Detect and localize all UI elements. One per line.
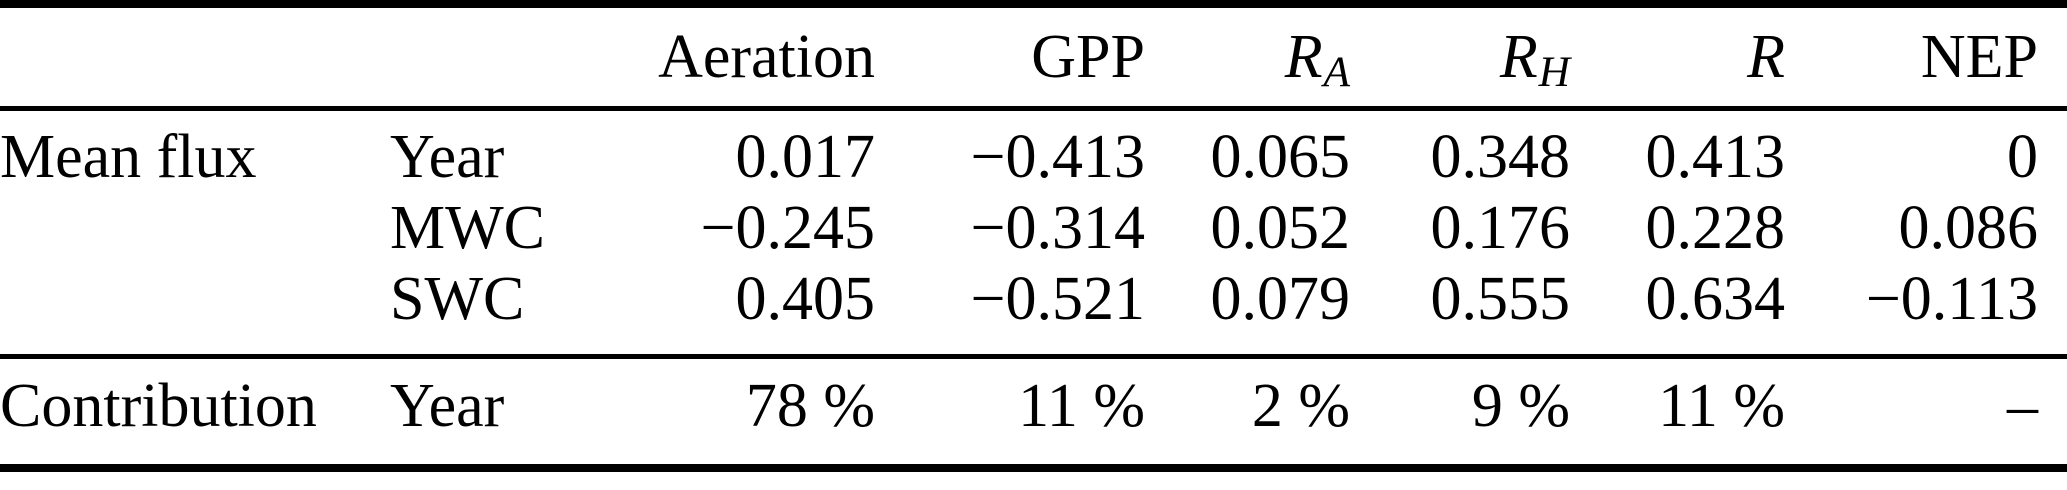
value-cell: 0.634	[1645, 264, 1786, 333]
section-contribution: Contribution Year 78 % 11 % 2 % 9 % 11 %…	[0, 356, 2067, 468]
column-header-ra-base: R	[1284, 22, 1323, 91]
section-mean-flux: Mean flux Year 0.017 −0.413 0.065 0.348 …	[0, 108, 2067, 356]
column-header-r: R	[1570, 4, 1785, 108]
column-header-gpp-text: GPP	[1031, 22, 1145, 91]
column-header-ra: RA	[1145, 4, 1350, 108]
value-cell: 9 %	[1471, 372, 1570, 441]
value-cell: −0.314	[970, 194, 1145, 262]
header-spacer-label	[390, 4, 600, 108]
table-header: Aeration GPP RA RH R NEP	[0, 4, 2067, 108]
value-cell: 11 %	[1658, 372, 1785, 441]
value-cell: –	[2007, 372, 2038, 441]
table-row-mean-year: Mean flux Year 0.017 −0.413 0.065 0.348 …	[0, 108, 2067, 192]
column-header-rh-subscript: H	[1538, 48, 1570, 97]
row-group-label	[0, 192, 390, 264]
value-cell: −0.113	[1865, 264, 2038, 333]
column-header-aeration: Aeration	[600, 4, 875, 108]
row-label: SWC	[390, 264, 525, 333]
value-cell: 0.413	[1645, 123, 1786, 192]
header-row: Aeration GPP RA RH R NEP	[0, 4, 2067, 108]
value-cell: 0.052	[1210, 194, 1351, 262]
value-cell: 0.405	[735, 264, 876, 333]
table-row-contribution-year: Contribution Year 78 % 11 % 2 % 9 % 11 %…	[0, 356, 2067, 468]
row-group-label: Mean flux	[0, 123, 257, 192]
column-header-ra-subscript: A	[1323, 48, 1350, 97]
value-cell: 0.348	[1430, 123, 1571, 192]
value-cell: 78 %	[745, 372, 875, 441]
column-header-nep: NEP	[1785, 4, 2067, 108]
table-row-mean-swc: SWC 0.405 −0.521 0.079 0.555 0.634 −0.11…	[0, 264, 2067, 356]
value-cell: 0	[2007, 123, 2038, 192]
value-cell: 0.086	[1898, 194, 2039, 262]
value-cell: −0.521	[970, 264, 1145, 333]
row-label: Year	[390, 372, 505, 441]
column-header-gpp: GPP	[875, 4, 1145, 108]
value-cell: 0.017	[735, 123, 876, 192]
value-cell: 2 %	[1251, 372, 1350, 441]
column-header-rh-base: R	[1499, 22, 1538, 91]
column-header-r-text: R	[1747, 22, 1785, 91]
column-header-aeration-text: Aeration	[658, 22, 875, 91]
value-cell: −0.413	[970, 123, 1145, 192]
header-spacer-group	[0, 4, 390, 108]
row-group-label	[0, 264, 390, 356]
value-cell: 0.228	[1645, 194, 1786, 262]
row-label: Year	[390, 123, 505, 192]
value-cell: 0.555	[1430, 264, 1571, 333]
row-group-label: Contribution	[0, 372, 317, 441]
value-cell: 0.079	[1210, 264, 1351, 333]
column-header-nep-text: NEP	[1920, 22, 2038, 91]
row-label: MWC	[390, 194, 545, 262]
column-header-rh: RH	[1350, 4, 1570, 108]
table-row-mean-mwc: MWC −0.245 −0.314 0.052 0.176 0.228 0.08…	[0, 192, 2067, 264]
value-cell: 11 %	[1018, 372, 1145, 441]
value-cell: 0.176	[1430, 194, 1571, 262]
value-cell: 0.065	[1210, 123, 1351, 192]
flux-contribution-table: Aeration GPP RA RH R NEP Mean flux Year …	[0, 0, 2067, 472]
value-cell: −0.245	[700, 194, 875, 262]
